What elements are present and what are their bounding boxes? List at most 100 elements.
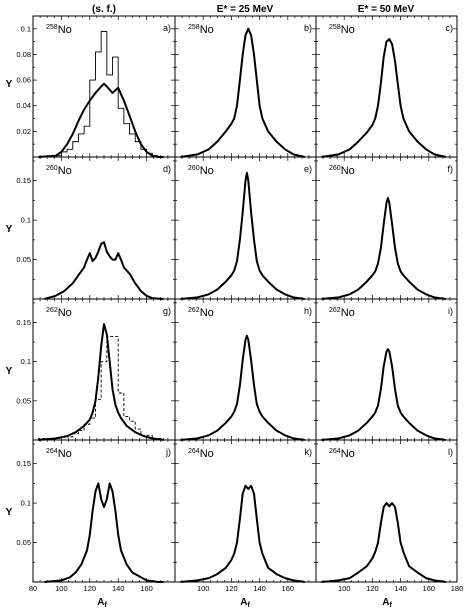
panel-i-frame [315,298,458,441]
y-tick-label: 0.1 [21,216,31,225]
y-axis-label-row3: Y [6,366,13,377]
x-tick-label: 100 [55,584,68,593]
panel-c-frame [315,15,458,158]
panel-h-frame [174,298,317,441]
panel-c: 258No c) [315,15,458,158]
panel-letter: d) [163,164,171,174]
panel-b: 258No b) [174,15,317,158]
x-axis-label-col1: Af [97,597,107,609]
panel-i-series-1-line [321,348,446,441]
x-tick-label: 100 [338,584,351,593]
panel-a-series-2-line [55,30,164,158]
panel-grid: 0.02 0.04 0.06 0.08 0.1 258No a) 258No b) 258No c)… [16,15,464,593]
panel-l-series-1-line [321,502,446,583]
y-tick-label: 0.06 [16,76,31,85]
nucleus-label: 260No [46,165,72,177]
x-tick-label: 160 [140,584,153,593]
nucleus-label: 260No [329,165,355,177]
panel-letter: b) [304,23,312,33]
panel-letter: f) [448,164,454,174]
x-axis-label-col2: Af [240,597,250,609]
x-tick-label: 140 [253,584,266,593]
x-tick-label: 160 [423,584,436,593]
x-tick-label: 120 [84,584,97,593]
y-tick-label: 0.05 [16,538,31,547]
x-axis-label-col3: Af [382,597,392,609]
y-tick-label: 0.1 [21,357,31,366]
y-tick-label: 0.15 [16,176,31,185]
panel-letter: j) [165,447,171,457]
panel-j: 0.05 0.1 0.15 80 100 120 140 160 264No j) [16,439,176,593]
panel-letter: a) [163,23,171,33]
x-tick-label: 80 [29,584,37,593]
panel-k-series-1-line [180,484,305,583]
panel-i: 262No i) [315,298,458,441]
nucleus-label: 264No [188,448,214,460]
x-tick-label: 100 [197,584,210,593]
panel-l: 100 120 140 160 180 264No l) [315,439,464,593]
x-tick-label: 120 [225,584,238,593]
y-tick-label: 0.02 [16,127,31,136]
panel-g: 0.05 0.1 0.15 262No g) [16,298,176,441]
column-title-e25: E* = 25 MeV [217,4,274,15]
nucleus-label: 258No [46,24,72,36]
panel-d-series-1-line [44,241,164,300]
panel-f-frame [315,156,458,300]
y-axis-label-row2: Y [6,224,13,235]
panel-g-series-1-line [38,323,164,441]
panel-g-series-2-line [38,336,170,441]
y-tick-label: 0.05 [16,396,31,405]
panel-a-frame [32,15,176,158]
panel-h: 262No h) [174,298,317,441]
panel-letter: g) [163,306,171,316]
panel-letter: c) [446,23,454,33]
panel-d-frame [32,156,176,300]
panel-e-series-1-line [180,171,305,300]
panel-k: 100 120 140 160 264No k) [174,439,317,593]
panel-g-frame [32,298,176,441]
panel-letter: h) [304,306,312,316]
panel-letter: e) [304,164,312,174]
y-tick-label: 0.1 [21,24,31,33]
x-tick-label: 180 [451,584,464,593]
x-tick-label: 140 [394,584,407,593]
panel-j-frame [32,439,176,583]
panel-f: 260No f) [315,156,458,300]
y-tick-label: 0.15 [16,459,31,468]
nucleus-label: 258No [329,24,355,36]
nucleus-label: 262No [329,307,355,319]
panel-e: 260No e) [174,156,317,300]
panel-h-series-1-line [180,334,305,441]
nucleus-label: 262No [46,307,72,319]
nucleus-label: 264No [46,448,72,460]
nucleus-label: 264No [329,448,355,460]
y-tick-label: 0.05 [16,255,31,264]
panel-k-frame [174,439,317,583]
panel-f-series-1-line [321,197,446,300]
y-tick-label: 0.08 [16,50,31,59]
x-tick-label: 140 [112,584,125,593]
nucleus-label: 260No [188,165,214,177]
panel-c-series-1-line [321,38,446,158]
column-title-sf: (s. f.) [92,4,116,15]
panel-a: 0.02 0.04 0.06 0.08 0.1 258No a) [16,15,176,158]
y-tick-label: 0.1 [21,499,31,508]
x-tick-label: 160 [282,584,295,593]
column-title-e50: E* = 50 MeV [358,4,415,15]
panel-a-series-1-line [38,82,164,158]
panel-l-frame [315,439,458,583]
y-tick-label: 0.04 [16,101,31,110]
nucleus-label: 258No [188,24,214,36]
nucleus-label: 262No [188,307,214,319]
y-axis-label-row1: Y [6,79,13,90]
panel-letter: i) [448,306,453,316]
x-tick-label: 120 [366,584,379,593]
panel-d: 0.05 0.1 0.15 260No d) [16,156,176,300]
panel-letter: k) [305,447,313,457]
panel-b-series-1-line [180,27,305,158]
y-axis-label-row4: Y [6,507,13,518]
y-tick-label: 0.15 [16,318,31,327]
panel-j-series-1-line [44,482,164,583]
panel-letter: l) [448,447,453,457]
